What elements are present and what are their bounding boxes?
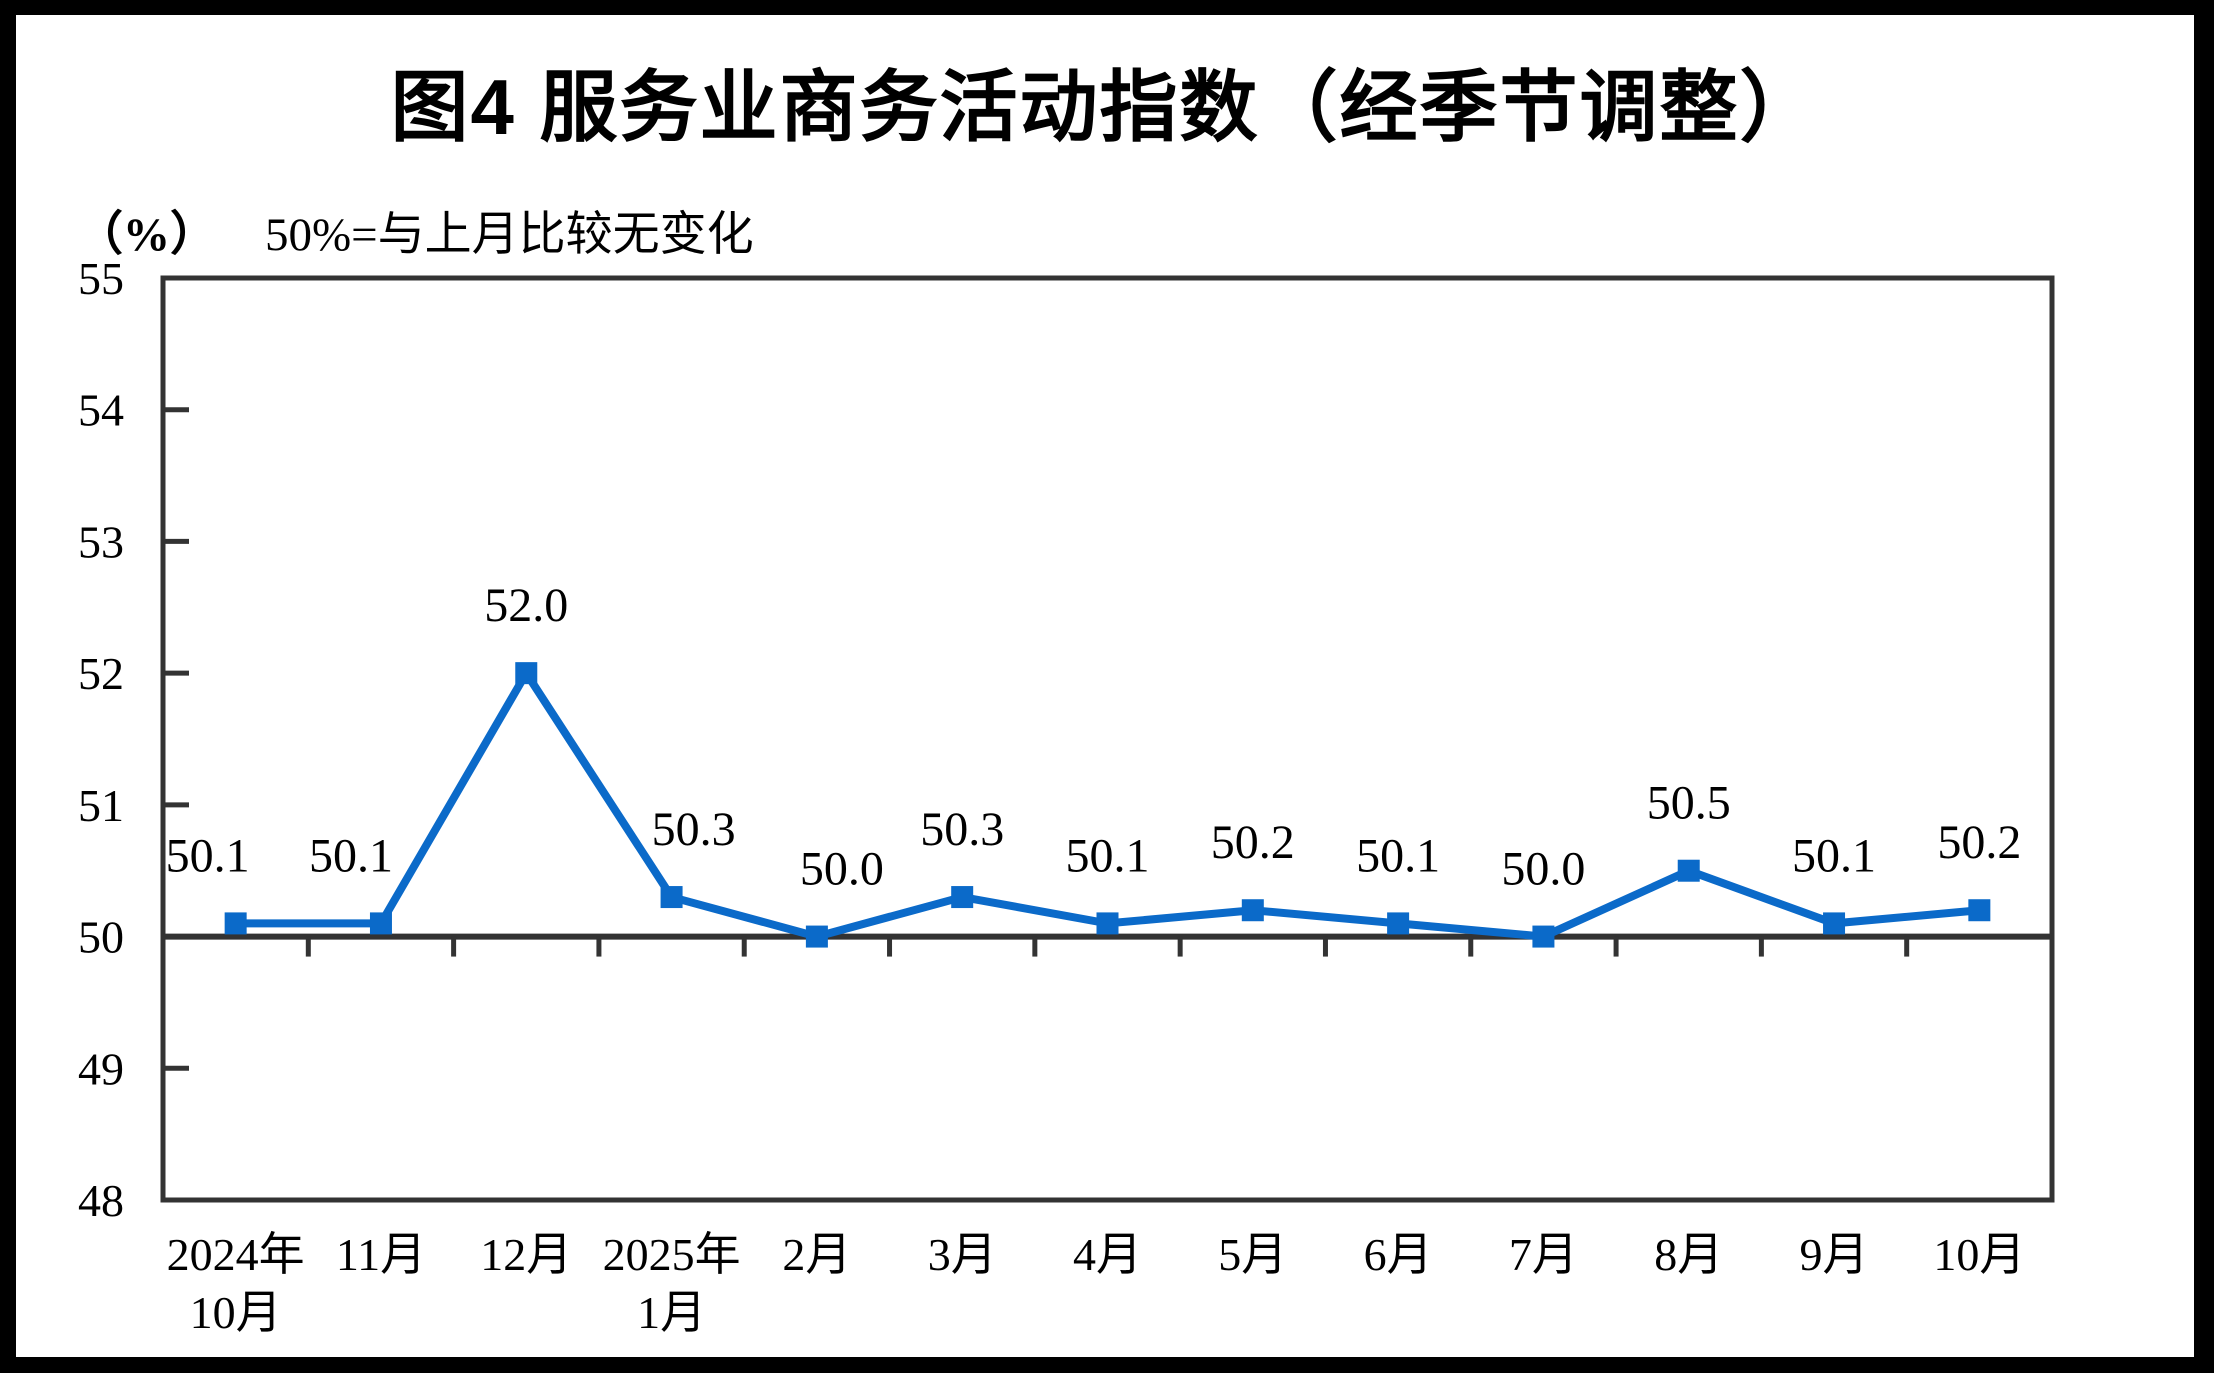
y-axis-tick-label: 54 (78, 385, 124, 436)
data-point-marker (1677, 859, 1700, 882)
data-point-marker (515, 662, 538, 685)
x-axis-tick-label: 8月 (1654, 1229, 1723, 1280)
data-point-marker (660, 886, 683, 909)
data-point-marker (1532, 925, 1555, 948)
y-axis-tick-label: 49 (78, 1043, 124, 1094)
x-axis-tick-label: 5月 (1218, 1229, 1287, 1280)
data-point-marker (1823, 912, 1846, 935)
y-axis-tick-label: 51 (78, 780, 124, 831)
data-point-label: 50.0 (800, 843, 884, 896)
x-axis-tick-label: 12月 (480, 1229, 572, 1280)
x-axis-tick-label: 1月 (637, 1287, 706, 1338)
plot-border (160, 275, 2055, 1203)
data-point-marker (1096, 912, 1119, 935)
y-axis-tick-label: 48 (78, 1175, 124, 1226)
chart-canvas: 图4 服务业商务活动指数（经季节调整） （%） 50%=与上月比较无变化 (16, 15, 2194, 1357)
data-point-label: 50.3 (652, 803, 736, 856)
data-point-label: 50.1 (1792, 829, 1876, 882)
x-axis-tick-label: 11月 (336, 1229, 426, 1280)
y-axis-tick-label: 50 (78, 912, 124, 963)
data-point-label: 50.1 (166, 829, 250, 882)
data-point-label: 50.2 (1211, 816, 1295, 869)
data-point-label: 50.1 (1066, 829, 1150, 882)
reference-note-label: 50%=与上月比较无变化 (265, 209, 754, 261)
chart-title: 图4 服务业商务活动指数（经季节调整） (390, 63, 1820, 151)
data-point-marker (1241, 899, 1264, 922)
x-axis-tick-label: 2025年 (603, 1229, 741, 1280)
data-point-marker (1968, 899, 1991, 922)
x-axis-tick-label: 9月 (1800, 1229, 1869, 1280)
y-axis-unit-label: （%） (76, 209, 217, 261)
data-point-label: 50.3 (920, 803, 1004, 856)
data-point-label: 50.1 (309, 829, 393, 882)
data-point-label: 50.5 (1647, 777, 1731, 830)
x-axis-tick-label: 2月 (782, 1229, 851, 1280)
data-point-marker (224, 912, 247, 935)
data-point-label: 52.0 (484, 579, 568, 632)
x-axis-tick-label: 4月 (1073, 1229, 1142, 1280)
axis-unit-row: （%） 50%=与上月比较无变化 (76, 195, 754, 264)
x-axis-tick-label: 6月 (1364, 1229, 1433, 1280)
x-axis-tick-label: 7月 (1509, 1229, 1578, 1280)
data-point-label: 50.1 (1356, 829, 1440, 882)
data-point-marker (1387, 912, 1410, 935)
x-axis-tick-label: 10月 (190, 1287, 282, 1338)
data-point-marker (369, 912, 392, 935)
data-point-label: 50.2 (1937, 816, 2021, 869)
data-point-marker (951, 886, 974, 909)
x-axis-tick-label: 10月 (1933, 1229, 2025, 1280)
x-axis-tick-label: 2024年 (167, 1229, 305, 1280)
x-axis-tick-label: 3月 (928, 1229, 997, 1280)
y-axis-tick-label: 52 (78, 648, 124, 699)
data-point-label: 50.0 (1501, 843, 1585, 896)
y-axis-tick-label: 53 (78, 516, 124, 567)
data-point-marker (805, 925, 828, 948)
y-axis-tick-label: 55 (78, 253, 124, 304)
